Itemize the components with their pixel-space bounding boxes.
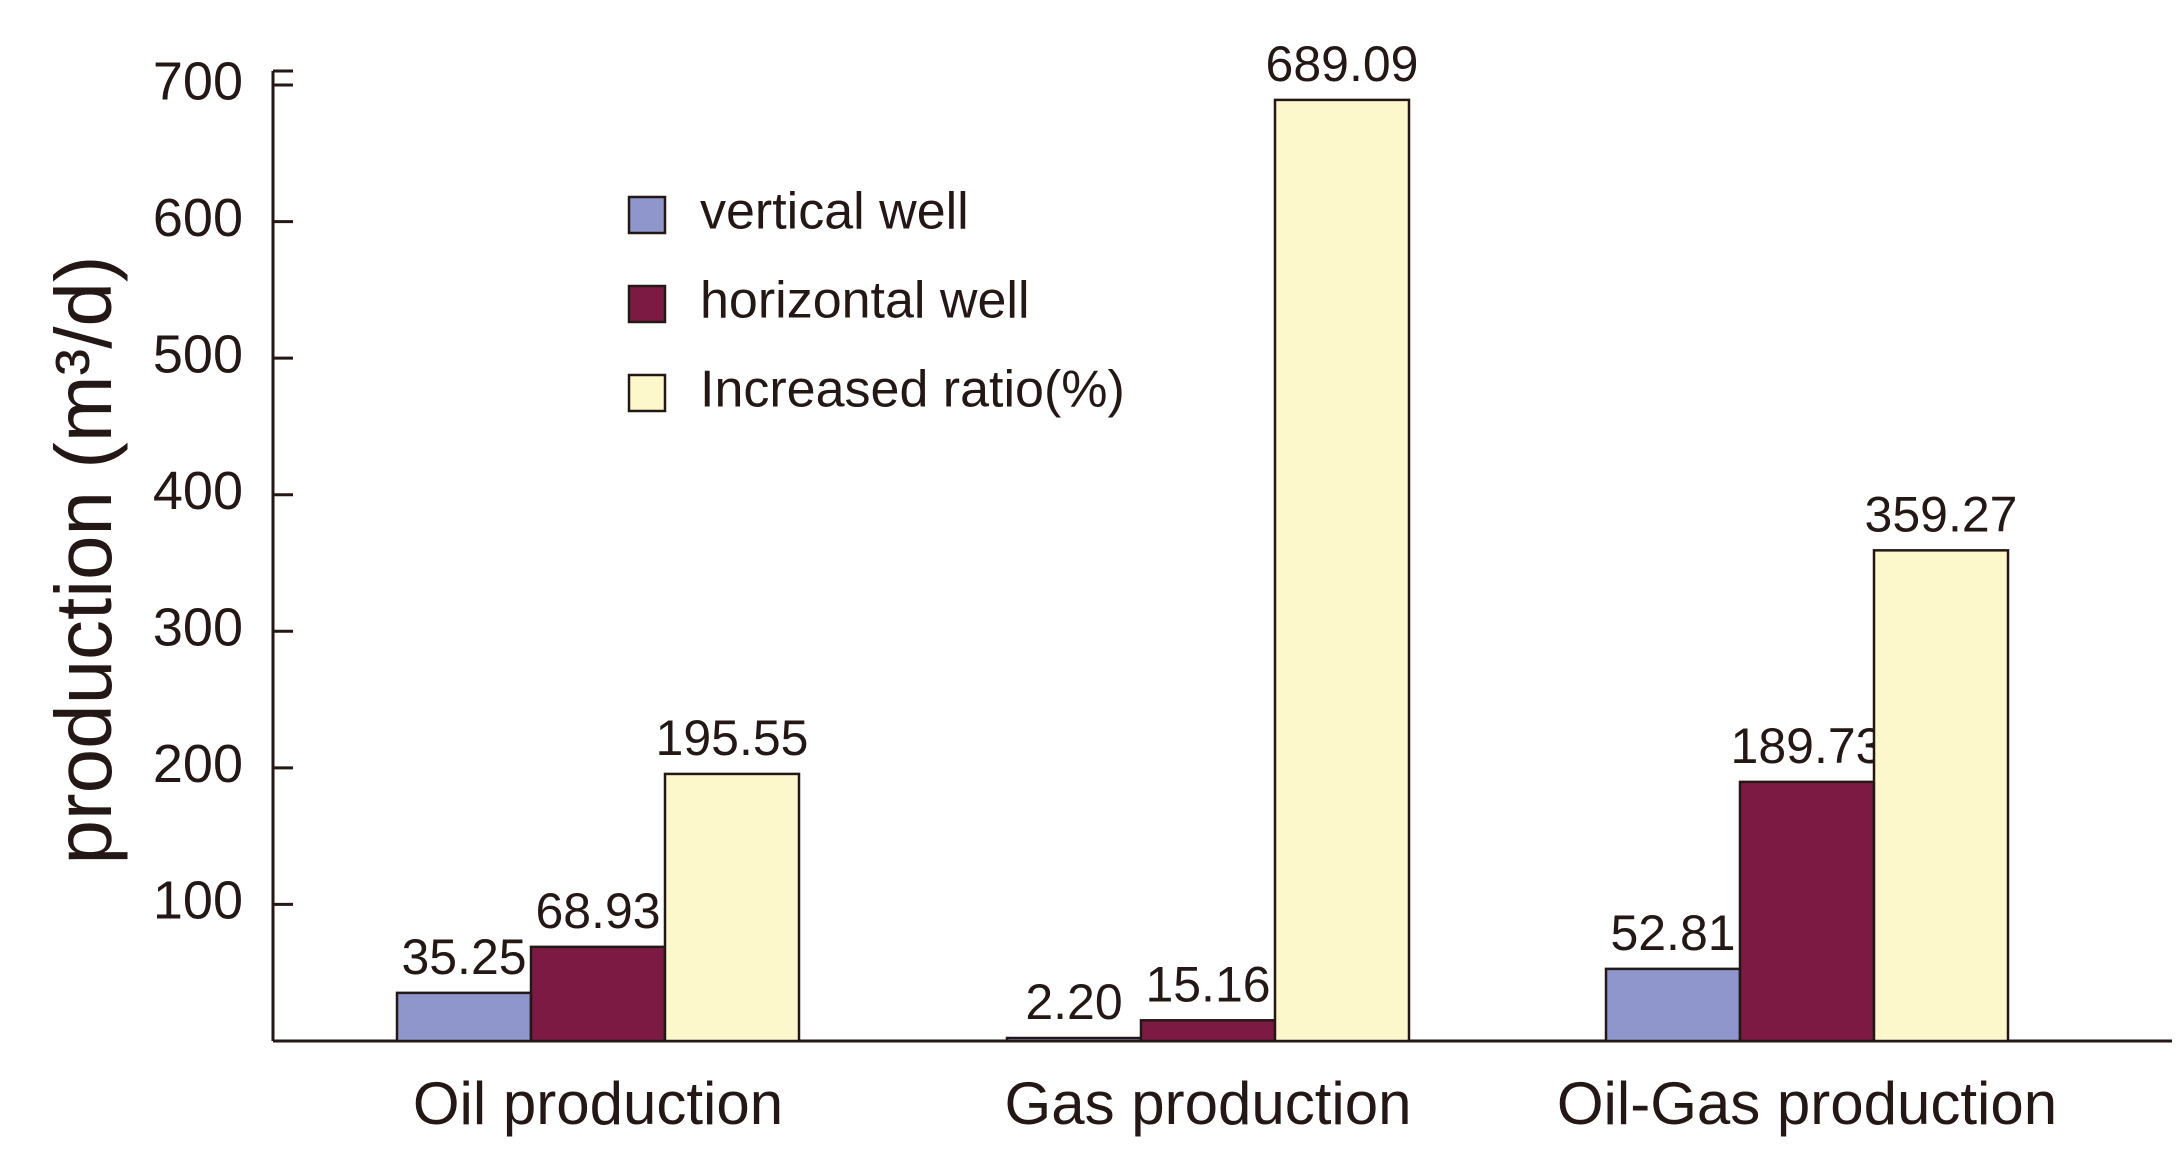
y-tick-label: 500 — [153, 324, 243, 384]
bar — [663, 772, 801, 1043]
value-label: 689.09 — [1266, 36, 1419, 92]
value-label: 2.20 — [1025, 974, 1122, 1030]
value-label: 195.55 — [656, 710, 809, 766]
value-label: 68.93 — [535, 883, 660, 939]
value-label: 52.81 — [1610, 905, 1735, 961]
legend-label: Increased ratio(%) — [700, 361, 1125, 419]
y-tick-label: 400 — [153, 461, 243, 521]
legend-swatch — [627, 195, 667, 235]
y-axis-title: production (m³/d) — [39, 255, 128, 864]
bar — [1273, 98, 1411, 1043]
legend-label: horizontal well — [700, 272, 1030, 330]
bar — [1604, 967, 1742, 1043]
y-tick-label: 200 — [153, 734, 243, 794]
value-label: 35.25 — [401, 929, 526, 985]
x-tick-label: Gas production — [1005, 1070, 1412, 1137]
y-tick-label: 700 — [153, 51, 243, 111]
x-tick-label: Oil-Gas production — [1557, 1070, 2057, 1137]
bar — [395, 991, 533, 1043]
bar — [1139, 1019, 1277, 1043]
y-tick-label: 600 — [153, 188, 243, 248]
bar — [1872, 549, 2010, 1043]
value-label: 189.73 — [1731, 718, 1884, 774]
bar — [529, 945, 667, 1043]
bar — [1738, 780, 1876, 1043]
legend-label: vertical well — [700, 183, 969, 241]
bar — [1005, 1036, 1143, 1043]
value-label: 15.16 — [1145, 956, 1270, 1012]
legend-swatch — [627, 284, 667, 324]
y-tick-label: 300 — [153, 598, 243, 658]
value-label: 359.27 — [1865, 487, 2018, 543]
x-tick-label: Oil production — [413, 1070, 783, 1137]
legend-swatch — [627, 373, 667, 413]
y-tick-label: 100 — [153, 871, 243, 931]
